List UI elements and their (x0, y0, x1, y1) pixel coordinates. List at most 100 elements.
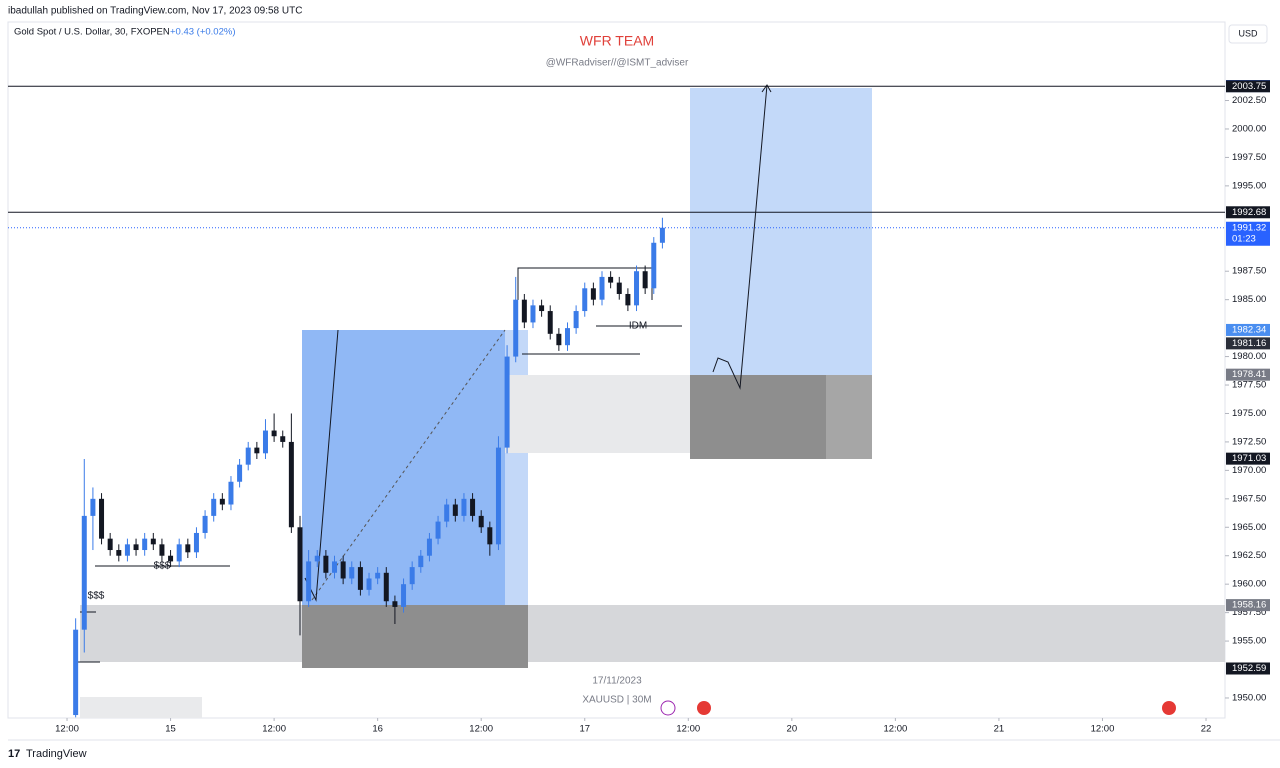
countdown: 01:23 (1232, 233, 1256, 244)
candle-body (418, 555, 424, 568)
candle-body (392, 601, 398, 607)
candle-body (478, 515, 484, 528)
candle-body (332, 561, 338, 573)
price-badge (1226, 337, 1270, 350)
y-tick-label: 1970.00 (1232, 465, 1266, 476)
y-tick-label: 1980.00 (1232, 351, 1266, 362)
change: +0.43 (+0.02%) (170, 27, 236, 38)
currency: USD (1238, 28, 1258, 38)
candle-body (383, 572, 389, 602)
publisher: ibadullah published on TradingView.com, … (8, 6, 302, 17)
x-tick-label: 12:00 (262, 724, 286, 735)
candle-body (262, 430, 268, 454)
y-tick-label: 1997.50 (1232, 152, 1266, 163)
y-tick-label: 2000.00 (1232, 123, 1266, 134)
candle-body (470, 498, 476, 516)
price-label: 1991.32 (1232, 222, 1266, 233)
candle-body (99, 498, 105, 539)
x-tick-label: 12:00 (676, 724, 700, 735)
zone (80, 697, 202, 718)
price-label: 1992.68 (1232, 207, 1266, 218)
y-tick-label: 1985.00 (1232, 294, 1266, 305)
candle-body (521, 299, 527, 323)
candle-body (547, 311, 553, 334)
watermark: XAUUSD | 30M (582, 695, 651, 706)
candle-body (142, 538, 148, 551)
stop-box (826, 375, 872, 459)
x-tick-label: 21 (994, 724, 1005, 735)
brand: TradingView (26, 748, 87, 760)
candle-body (435, 521, 441, 539)
path-line (712, 84, 768, 390)
subtitle: @WFRadviser//@ISMT_adviser (546, 58, 689, 69)
candle-body (202, 515, 208, 533)
candle-body (288, 441, 294, 528)
x-tick-label: 16 (372, 724, 383, 735)
candle-body (409, 567, 415, 585)
price-label: 1952.59 (1232, 663, 1266, 674)
candle-body (185, 544, 191, 553)
candle-body (564, 328, 570, 346)
arrow-head (761, 84, 772, 93)
candle-body (73, 629, 79, 716)
candle-body (642, 271, 648, 289)
candle-body (211, 498, 217, 516)
candle-body (133, 544, 139, 551)
candle-body (539, 305, 545, 312)
price-badge (1226, 662, 1270, 675)
price-badge (1226, 221, 1270, 246)
plot-frame (7, 21, 1226, 719)
candle-body (452, 504, 458, 516)
y-tick-label: 1950.00 (1232, 692, 1266, 703)
annotation: $$$ (88, 591, 105, 602)
y-tick-label: 1962.50 (1232, 550, 1266, 561)
candle-body (107, 538, 113, 551)
y-tick-label: 1987.50 (1232, 266, 1266, 277)
candle-body (573, 311, 579, 329)
candle-body (461, 498, 467, 516)
candle-body (228, 481, 234, 505)
chart-title: WFR TEAM (580, 33, 654, 49)
x-tick-label: 15 (165, 724, 176, 735)
brand-logo: 17 (8, 748, 20, 760)
candle-body (625, 293, 631, 306)
candle-body (590, 288, 596, 300)
annotation: $$$ (154, 561, 171, 572)
candle-body (444, 504, 450, 522)
candle-body (556, 333, 562, 346)
event-icon[interactable] (1162, 701, 1176, 715)
candle-body (323, 555, 329, 573)
price-badge (1226, 323, 1270, 336)
candle-body (366, 578, 372, 590)
x-tick-label: 12:00 (469, 724, 493, 735)
x-tick-label: 20 (787, 724, 798, 735)
stop-box (690, 375, 826, 459)
candle-body (306, 561, 312, 602)
symbol: Gold Spot / U.S. Dollar, 30, FXOPEN (14, 27, 170, 38)
price-label: 1978.41 (1232, 369, 1266, 380)
event-icon[interactable] (697, 701, 711, 715)
y-tick-label: 1975.00 (1232, 408, 1266, 419)
price-label: 2003.75 (1232, 81, 1266, 92)
candle-body (375, 572, 381, 579)
candle-body (599, 276, 605, 300)
candle-body (314, 555, 320, 562)
y-tick-label: 1960.00 (1232, 579, 1266, 590)
price-label: 1982.34 (1232, 324, 1266, 335)
candle-body (280, 436, 286, 442)
target-box (690, 88, 872, 375)
price-badge (1226, 368, 1270, 381)
currency-button[interactable] (1228, 24, 1268, 44)
event-icon[interactable] (660, 700, 676, 716)
candle-body (193, 532, 199, 553)
long-box (302, 330, 505, 605)
candle-body (504, 356, 510, 448)
price-badge (1226, 80, 1270, 93)
candle-body (608, 276, 614, 283)
candle-body (81, 515, 87, 630)
candle-body (530, 305, 536, 323)
candle-body (513, 299, 519, 357)
candle-body (90, 498, 96, 516)
y-tick-label: 1967.50 (1232, 493, 1266, 504)
